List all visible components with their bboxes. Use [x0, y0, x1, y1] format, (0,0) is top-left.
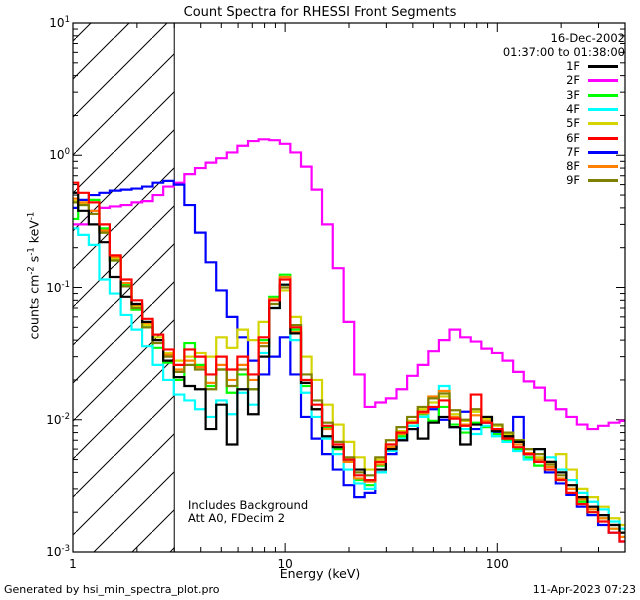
- legend-swatch-9F: [588, 179, 618, 183]
- y-tick-base: 10: [49, 148, 65, 163]
- series-line-2F: [73, 138, 625, 431]
- legend-label-2F: 2F: [566, 73, 580, 88]
- excluded-band-hatch: [73, 23, 175, 552]
- y-tick-exponent: 1: [64, 15, 70, 25]
- legend-swatch-1F: [588, 65, 618, 68]
- y-tick-base: 10: [46, 412, 62, 427]
- legend-swatch-4F: [588, 107, 618, 111]
- legend-label-8F: 8F: [566, 159, 580, 174]
- y-tick-exponent: -2: [61, 411, 70, 422]
- legend-label-1F: 1F: [566, 59, 580, 73]
- y-tick-base: 10: [46, 280, 62, 295]
- y-tick-label: 100: [26, 148, 70, 161]
- x-tick-label: 10: [277, 557, 293, 571]
- legend-label-5F: 5F: [566, 116, 580, 131]
- legend-label-9F: 9F: [566, 173, 580, 188]
- y-tick-base: 10: [46, 545, 62, 559]
- y-tick-label: 101: [26, 16, 70, 29]
- plot-frame: [72, 22, 626, 553]
- observation-time-range: 01:37:00 to 01:38:00: [502, 45, 625, 59]
- x-axis-label: Energy (keV): [279, 566, 361, 581]
- legend-swatch-2F: [588, 79, 618, 83]
- legend-label-3F: 3F: [566, 87, 580, 102]
- footer-timestamp: 11-Apr-2023 07:23: [532, 583, 636, 596]
- y-tick-exponent: -3: [61, 544, 70, 554]
- observation-date: 16-Dec-2002: [550, 31, 625, 45]
- legend-label-4F: 4F: [566, 101, 580, 116]
- legend-swatch-6F: [588, 136, 618, 140]
- legend-swatch-3F: [588, 93, 618, 97]
- page-title: Count Spectra for RHESSI Front Segments: [183, 5, 457, 20]
- legend-swatch-5F: [588, 122, 618, 126]
- tick-marks: [72, 22, 626, 553]
- x-tick-label: 1: [69, 557, 77, 571]
- annotation-attenuator-state: Att A0, FDecim 2: [188, 511, 286, 525]
- legend-label-7F: 7F: [566, 144, 580, 159]
- legend-label-6F: 6F: [566, 130, 580, 145]
- footer-generator: Generated by hsi_min_spectra_plot.pro: [4, 583, 220, 596]
- x-tick-label: 100: [485, 557, 509, 571]
- y-tick-exponent: 0: [64, 147, 70, 158]
- y-tick-label: 10-1: [26, 279, 70, 295]
- legend-swatch-7F: [588, 150, 618, 154]
- legend-swatch-8F: [588, 165, 618, 169]
- y-tick-label: 10-3: [26, 545, 70, 558]
- series-group: [73, 138, 625, 543]
- y-tick-base: 10: [49, 16, 65, 30]
- y-tick-label: 10-2: [26, 413, 70, 426]
- y-tick-exponent: -1: [61, 279, 70, 290]
- series-line-6F: [73, 181, 625, 543]
- annotation-includes-background: Includes Background: [188, 498, 309, 512]
